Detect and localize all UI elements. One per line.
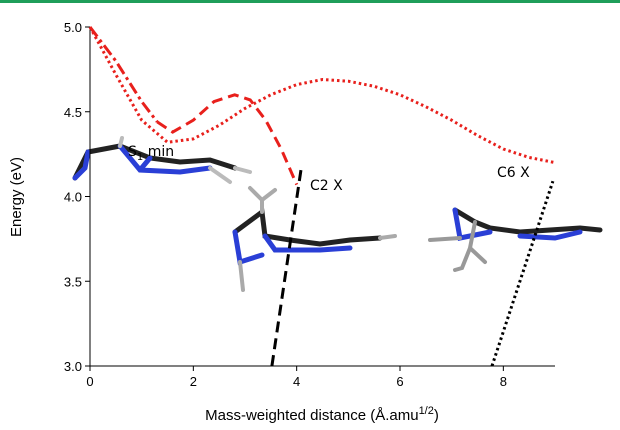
molecule-c6 bbox=[430, 210, 600, 270]
y-tick-label: 4.5 bbox=[64, 105, 82, 120]
x-tick-label: 0 bbox=[86, 374, 93, 389]
y-tick-label: 3.5 bbox=[64, 274, 82, 289]
x-tick-label: 8 bbox=[500, 374, 507, 389]
molecule-c2 bbox=[235, 188, 395, 290]
annotation: C6 X bbox=[497, 165, 530, 181]
series-line bbox=[90, 27, 555, 163]
annotation-end: min bbox=[143, 144, 174, 160]
y-axis-label: Energy (eV) bbox=[8, 157, 25, 237]
series-line bbox=[492, 181, 553, 366]
y-tick-label: 5.0 bbox=[64, 20, 82, 35]
annotation-text: C2 X bbox=[310, 178, 343, 194]
y-tick-label: 4.0 bbox=[64, 190, 82, 205]
y-tick-label: 3.0 bbox=[64, 359, 82, 374]
annotation-text: C6 X bbox=[497, 165, 530, 181]
x-axis-label-sup: 1/2 bbox=[419, 405, 434, 417]
x-axis-label: Mass-weighted distance (Å.amu1/2) bbox=[205, 405, 439, 424]
annotation: C2 X bbox=[310, 178, 343, 194]
x-axis-label-end: ) bbox=[434, 407, 439, 424]
x-axis-label-text: Mass-weighted distance (Å.amu bbox=[205, 407, 418, 424]
x-tick-label: 2 bbox=[190, 374, 197, 389]
series-line bbox=[272, 164, 302, 366]
annotation-text: S bbox=[128, 144, 137, 160]
page: {"chart_data": {"type": "line", "xlabel"… bbox=[0, 0, 620, 430]
x-tick-label: 6 bbox=[396, 374, 403, 389]
chart: Energy (eV) Mass-weighted distance (Å.am… bbox=[0, 0, 620, 430]
x-tick-label: 4 bbox=[293, 374, 300, 389]
series-line bbox=[90, 27, 157, 122]
